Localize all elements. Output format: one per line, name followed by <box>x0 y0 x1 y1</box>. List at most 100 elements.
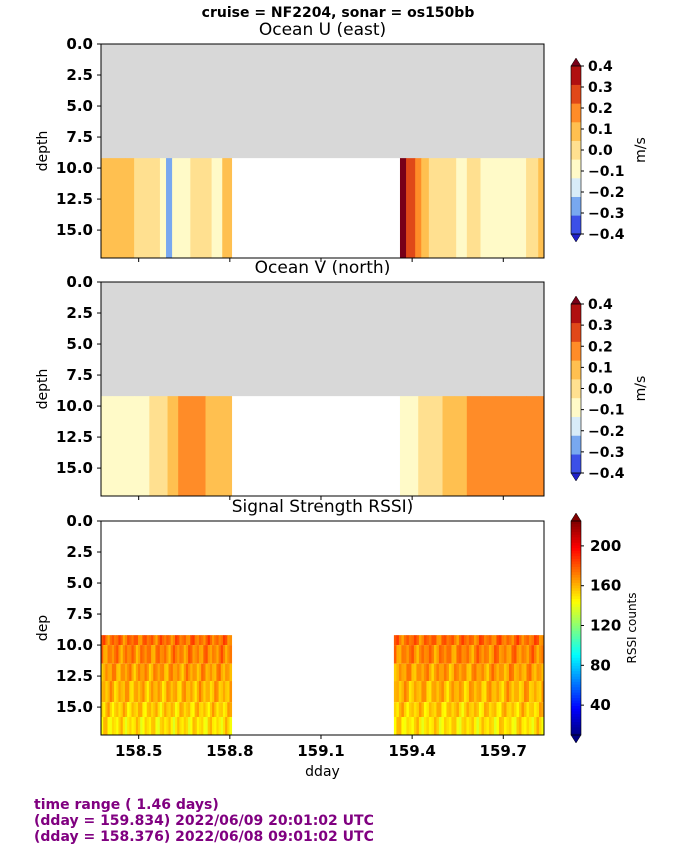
data-cell <box>454 396 468 496</box>
colorbar-tick-label: 0.4 <box>588 59 613 75</box>
rssi-cell <box>209 663 213 682</box>
rssi-cell <box>118 635 121 646</box>
rssi-cell <box>446 717 450 735</box>
colorbar-bin <box>571 718 581 723</box>
rssi-cell <box>443 663 447 682</box>
rssi-cell <box>541 635 545 646</box>
colorbar-bin <box>571 542 581 546</box>
rssi-cell <box>521 717 525 735</box>
rssi-cell <box>220 717 224 735</box>
rssi-cell <box>478 645 482 664</box>
data-cell <box>456 158 468 258</box>
rssi-cell <box>188 702 191 718</box>
rssi-cell <box>498 663 502 682</box>
colorbar-over-arrow <box>570 295 582 305</box>
rssi-cell <box>438 717 442 735</box>
rssi-cell <box>433 663 437 682</box>
colorbar-bin <box>571 545 581 549</box>
rssi-cell <box>508 645 512 664</box>
rssi-cell <box>188 717 191 735</box>
rssi-cell <box>416 663 420 682</box>
colorbar-bin <box>571 710 581 714</box>
rssi-cell <box>153 717 156 735</box>
rssi-cell <box>446 645 450 664</box>
rssi-cell <box>421 702 425 718</box>
y-tick-label: 15.0 <box>56 698 93 716</box>
rssi-cell <box>122 635 126 646</box>
panel-title: Ocean V (north) <box>255 258 391 278</box>
colorbar-bin <box>571 678 581 682</box>
rssi-cell <box>127 681 130 703</box>
colorbar-bin <box>571 416 581 436</box>
rssi-cell <box>428 681 432 703</box>
rssi-cell <box>114 645 117 664</box>
time-range-line: time range ( 1.46 days) <box>34 797 219 813</box>
rssi-cell <box>138 635 141 646</box>
rssi-cell <box>406 702 410 718</box>
rssi-cell <box>222 702 226 718</box>
rssi-cell <box>157 635 161 646</box>
rssi-cell <box>446 635 450 646</box>
rssi-cell <box>166 681 169 703</box>
rssi-cell <box>190 645 193 664</box>
rssi-cell <box>398 717 402 735</box>
rssi-cell <box>468 635 472 646</box>
rssi-cell <box>203 663 206 682</box>
rssi-cell <box>461 702 465 718</box>
rssi-cell <box>421 717 425 735</box>
rssi-cell <box>398 681 402 703</box>
rssi-cell <box>124 663 128 682</box>
data-cell <box>399 396 407 496</box>
rssi-cell <box>138 681 141 703</box>
rssi-cell <box>486 702 490 718</box>
rssi-cell <box>523 681 527 703</box>
rssi-cell <box>493 645 497 664</box>
rssi-cell <box>188 681 191 703</box>
rssi-cell <box>536 645 540 664</box>
rssi-cell <box>122 681 126 703</box>
rssi-cell <box>116 717 119 735</box>
y-tick-label: 10.0 <box>56 159 93 177</box>
rssi-cell <box>481 645 485 664</box>
rssi-cell <box>516 717 520 735</box>
rssi-cell <box>109 645 113 664</box>
rssi-cell <box>461 635 465 646</box>
rssi-cell <box>179 702 182 718</box>
colorbar-bin <box>571 561 581 565</box>
colorbar-tick-label: −0.4 <box>588 466 625 482</box>
rssi-cell <box>140 717 143 735</box>
rssi-cell <box>172 717 176 735</box>
rssi-cell <box>526 645 530 664</box>
rssi-cell <box>403 635 407 646</box>
rssi-cell <box>216 663 219 682</box>
rssi-cell <box>190 663 193 682</box>
colorbar-bin <box>571 537 581 541</box>
rssi-cell <box>396 635 400 646</box>
rssi-cell <box>408 717 412 735</box>
colorbar-bin <box>571 550 581 554</box>
rssi-cell <box>131 702 135 718</box>
rssi-cell <box>448 645 452 664</box>
rssi-cell <box>426 635 430 646</box>
rssi-cell <box>416 645 420 664</box>
rssi-cell <box>488 681 492 703</box>
rssi-cell <box>148 681 152 703</box>
rssi-cell <box>521 645 525 664</box>
rssi-cell <box>393 717 397 735</box>
panel-3: 0.0 2.5 5.0 7.5 10.0 12.5 15.0 158.5 158.8 159.1 1… <box>35 497 639 780</box>
rssi-cell <box>496 645 500 664</box>
rssi-cell <box>466 702 470 718</box>
rssi-cell <box>212 635 215 646</box>
rssi-cell <box>170 635 174 646</box>
rssi-cell <box>473 717 477 735</box>
rssi-cell <box>498 681 502 703</box>
rssi-cell <box>214 635 217 646</box>
rssi-cell <box>172 681 176 703</box>
time-range-footer: time range ( 1.46 days) (dday = 159.834)… <box>34 797 374 845</box>
rssi-cell <box>159 702 163 718</box>
colorbar-bin <box>571 606 581 610</box>
rssi-cell <box>448 702 452 718</box>
rssi-cell <box>481 702 485 718</box>
data-cell <box>101 396 113 496</box>
rssi-cell <box>103 681 106 703</box>
